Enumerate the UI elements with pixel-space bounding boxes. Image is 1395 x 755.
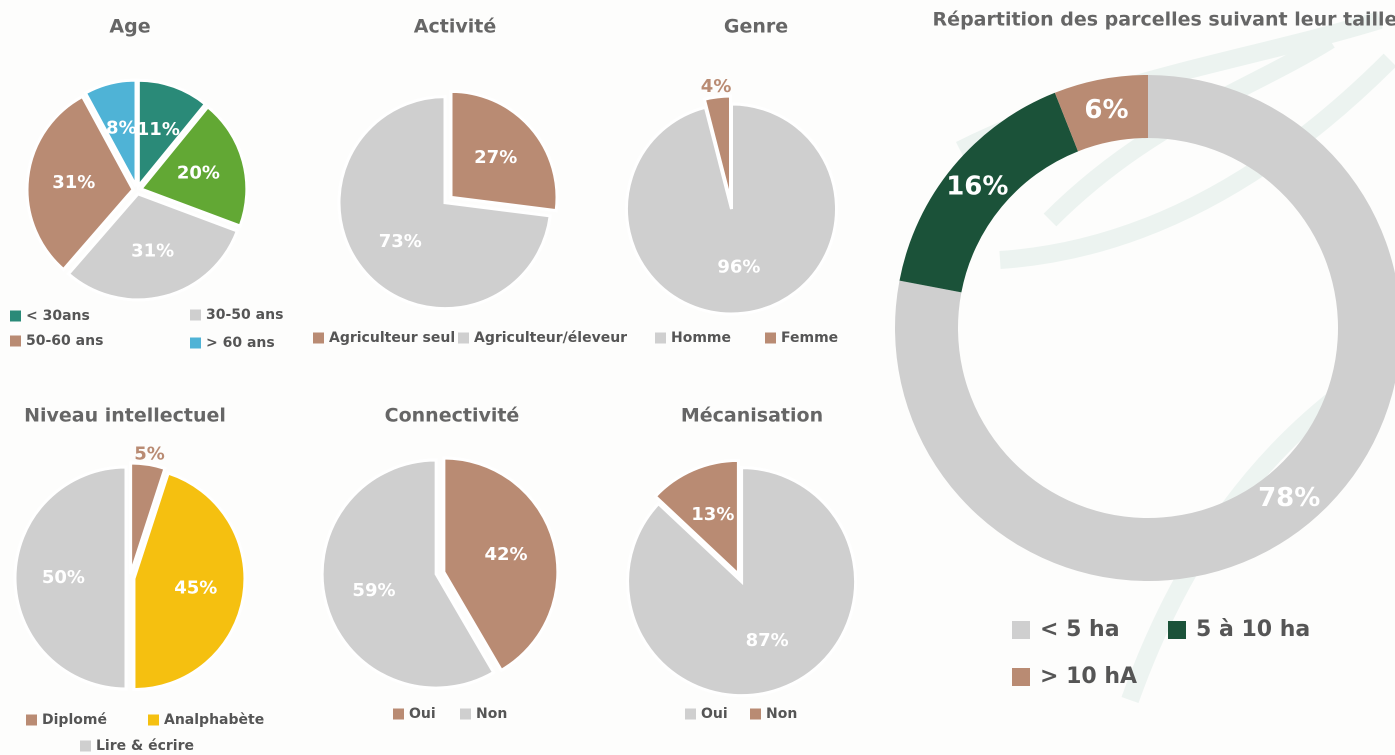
data-label: 31%: [52, 172, 95, 193]
data-label: 27%: [474, 147, 517, 168]
data-label: 11%: [137, 119, 180, 140]
chart-title: Age: [109, 16, 150, 38]
data-label: 42%: [484, 544, 527, 565]
legend-swatch: [148, 714, 159, 726]
legend-swatch: [10, 310, 21, 322]
data-label: 16%: [946, 171, 1008, 201]
data-label: 50%: [42, 567, 85, 588]
data-label: 59%: [352, 580, 395, 601]
data-label: 20%: [177, 162, 220, 183]
donut-segment: [899, 92, 1079, 293]
chart-title: Genre: [724, 16, 788, 38]
pie-slice: [449, 89, 559, 213]
legend-swatch: [393, 708, 404, 720]
pie-slice: [653, 458, 740, 578]
legend-label: < 5 ha: [1040, 617, 1120, 642]
legend-swatch: [313, 332, 324, 344]
chart-title: Répartition des parcelles suivant leur t…: [933, 9, 1395, 31]
chart-title: Activité: [414, 16, 496, 38]
legend-label: Non: [476, 706, 507, 722]
chart-title: Connectivité: [385, 405, 520, 427]
legend-swatch: [685, 708, 696, 720]
legend-swatch: [1012, 621, 1030, 639]
legend-label: Oui: [701, 706, 728, 722]
legend-label: Agriculteur/éleveur: [474, 330, 627, 346]
legend-label: Oui: [409, 706, 436, 722]
legend-label: Lire & écrire: [96, 738, 194, 754]
pie-slice: [13, 465, 128, 691]
legend-label: Non: [766, 706, 797, 722]
legend-swatch: [765, 332, 776, 344]
pie-slice: [626, 466, 858, 698]
legend-swatch: [458, 332, 469, 344]
pie-slice: [66, 192, 240, 302]
data-label: 87%: [746, 630, 789, 651]
data-label: 96%: [717, 257, 760, 278]
data-label: 8%: [106, 117, 137, 138]
legend-label: Diplomé: [42, 712, 107, 728]
pie-slice: [625, 102, 838, 316]
legend-swatch: [460, 708, 471, 720]
donut-segment: [1054, 75, 1148, 152]
pie-slice: [702, 94, 732, 202]
data-label: 5%: [134, 444, 165, 465]
pie-slice: [129, 461, 167, 575]
chart-title: Niveau intellectuel: [24, 405, 226, 427]
pie-slice: [138, 104, 249, 228]
pie-slice: [442, 456, 560, 673]
legend-label: 30-50 ans: [206, 307, 283, 323]
data-label: 13%: [691, 504, 734, 525]
data-label: 4%: [701, 76, 732, 97]
legend-swatch: [10, 335, 21, 347]
legend-swatch: [190, 337, 201, 349]
legend-swatch: [655, 332, 666, 344]
legend-swatch: [26, 714, 37, 726]
legend-label: < 30ans: [26, 308, 90, 324]
data-label: 45%: [174, 577, 217, 598]
legend-swatch: [750, 708, 761, 720]
legend-swatch: [1012, 668, 1030, 686]
pie-slice: [25, 94, 135, 272]
legend-swatch: [1168, 621, 1186, 639]
chart-title: Mécanisation: [681, 405, 823, 427]
pie-slice: [337, 95, 552, 311]
legend-label: Analphabète: [164, 712, 264, 728]
data-label: 31%: [131, 241, 174, 262]
data-label: 6%: [1084, 95, 1128, 125]
pie-slice: [83, 78, 138, 187]
legend-label: > 60 ans: [206, 335, 275, 351]
pie-slice: [132, 471, 247, 692]
pie-slice: [136, 78, 208, 191]
legend-label: > 10 hA: [1040, 664, 1137, 689]
legend-label: Femme: [781, 330, 838, 346]
legend-label: 5 à 10 ha: [1196, 617, 1310, 642]
legend-label: Homme: [671, 330, 731, 346]
data-label: 78%: [1258, 483, 1320, 513]
legend-swatch: [80, 740, 91, 752]
data-label: 73%: [379, 231, 422, 252]
legend-swatch: [190, 309, 201, 321]
pie-slice: [320, 458, 496, 690]
legend-label: Agriculteur seul: [329, 330, 455, 346]
legend-label: 50-60 ans: [26, 333, 103, 349]
